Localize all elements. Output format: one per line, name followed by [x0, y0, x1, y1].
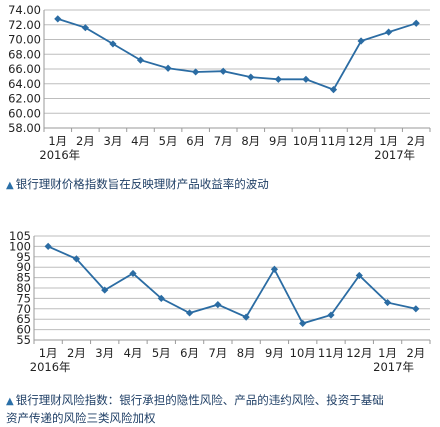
data-point — [219, 67, 227, 75]
y-tick-label: 60 — [16, 323, 31, 337]
risk-index-chart-panel: 55 60 65 70 75 80 85 90 95 100 105 1月 2月 3月 4月 5月 6月 7月 8月… — [0, 222, 440, 427]
x-tick-label: 6月 — [186, 134, 205, 148]
y-tick-label: 100 — [9, 239, 31, 253]
x-tick-label: 8月 — [241, 134, 260, 148]
x-tick-label: 2月 — [406, 346, 425, 360]
data-point — [383, 298, 392, 307]
x-tick-label: 4月 — [124, 346, 143, 360]
data-point — [72, 255, 81, 263]
data-point — [109, 40, 117, 48]
year-label-2016: 2016年 — [39, 148, 80, 162]
x-tick-label: 2月 — [76, 134, 95, 148]
triangle-marker-icon: ▲ — [6, 396, 14, 407]
y-tick-label: 64.00 — [8, 77, 41, 91]
y-tick-label: 58.00 — [8, 121, 41, 135]
data-point — [329, 86, 338, 94]
y-tick-label: 90 — [16, 260, 31, 274]
x-tick-label: 5月 — [152, 346, 171, 360]
year-label-2016: 2016年 — [30, 360, 71, 374]
data-point — [185, 309, 194, 317]
x-tick-label: 10月 — [293, 134, 319, 148]
data-point — [412, 305, 420, 313]
price-index-caption-text: 银行理财价格指数旨在反映理财产品收益率的波动 — [15, 177, 269, 191]
x-tick-label: 1月 — [379, 134, 398, 148]
data-point — [247, 73, 255, 81]
y-tick-label: 75 — [16, 291, 31, 305]
y-tick-label: 70.00 — [8, 33, 41, 47]
data-point — [81, 24, 89, 32]
data-point — [412, 19, 420, 27]
data-point — [129, 269, 137, 278]
risk-index-caption: ▲ 银行理财风险指数：银行承担的隐性风险、产品的违约风险、投资于基础 资产传递的风… — [6, 392, 436, 426]
x-tick-label: 5月 — [159, 134, 178, 148]
x-tick-label: 12月 — [348, 134, 374, 148]
x-tick-label: 2月 — [67, 346, 86, 360]
x-tick-label: 11月 — [318, 346, 344, 360]
year-label-2017: 2017年 — [373, 360, 414, 374]
data-point — [270, 265, 279, 273]
data-point — [302, 75, 310, 83]
y-tick-label: 66.00 — [8, 62, 41, 76]
triangle-marker-icon: ▲ — [6, 180, 14, 191]
x-tick-label: 7月 — [214, 134, 233, 148]
x-tick-label: 1月 — [378, 346, 397, 360]
x-tick-label: 1月 — [48, 134, 67, 148]
data-point — [54, 15, 62, 23]
risk-index-caption-line-2: 资产传递的风险三类风险加权 — [6, 411, 156, 425]
data-point — [274, 75, 282, 83]
data-point — [192, 68, 200, 76]
x-tick-label: 4月 — [131, 134, 150, 148]
year-label-2017: 2017年 — [374, 148, 415, 162]
y-tick-label: 70 — [16, 302, 31, 316]
x-tick-label: 11月 — [320, 134, 346, 148]
data-point — [299, 319, 307, 327]
y-tick-label: 74.00 — [8, 3, 41, 17]
price-index-chart: 58.0060.0062.0064.0066.0068.0070.0072.00… — [8, 3, 431, 162]
x-tick-label: 7月 — [208, 346, 227, 360]
y-tick-label: 72.00 — [8, 18, 41, 32]
x-tick-label: 2月 — [407, 134, 426, 148]
y-tick-label: 68.00 — [8, 47, 41, 61]
x-tick-label: 3月 — [95, 346, 114, 360]
y-tick-label: 80 — [16, 281, 31, 295]
data-point — [101, 286, 109, 294]
x-tick-label: 10月 — [290, 346, 316, 360]
data-point — [136, 56, 145, 64]
x-tick-label: 1月 — [39, 346, 58, 360]
risk-index-caption-text-1: 银行理财风险指数：银行承担的隐性风险、产品的违约风险、投资于基础 — [15, 393, 384, 407]
price-index-chart-panel: 58.00 60.00 62.00 64.00 66.00 68.00 70.00 72.00… — [0, 0, 440, 200]
data-point — [44, 242, 52, 250]
x-tick-label: 9月 — [265, 346, 284, 360]
data-point — [164, 64, 172, 72]
x-tick-label: 6月 — [180, 346, 199, 360]
x-tick-label: 12月 — [346, 346, 372, 360]
y-tick-label: 65 — [16, 312, 31, 326]
y-tick-label: 62.00 — [8, 92, 41, 106]
x-tick-label: 3月 — [104, 134, 123, 148]
price-index-caption: ▲ 银行理财价格指数旨在反映理财产品收益率的波动 — [6, 176, 436, 194]
risk-index-caption-line-1: ▲ 银行理财风险指数：银行承担的隐性风险、产品的违约风险、投资于基础 — [6, 392, 436, 410]
y-tick-label: 85 — [16, 271, 31, 285]
data-point — [214, 301, 222, 309]
y-tick-label: 60.00 — [8, 106, 41, 120]
y-tick-label: 105 — [9, 229, 31, 243]
x-tick-label: 9月 — [269, 134, 288, 148]
data-point — [357, 37, 365, 45]
y-tick-label: 95 — [16, 250, 31, 264]
x-tick-label: 8月 — [237, 346, 256, 360]
series-line — [47, 245, 417, 325]
data-point — [242, 313, 250, 321]
series-line — [57, 18, 417, 91]
y-tick-label: 55 — [16, 333, 31, 347]
data-point — [385, 28, 393, 36]
